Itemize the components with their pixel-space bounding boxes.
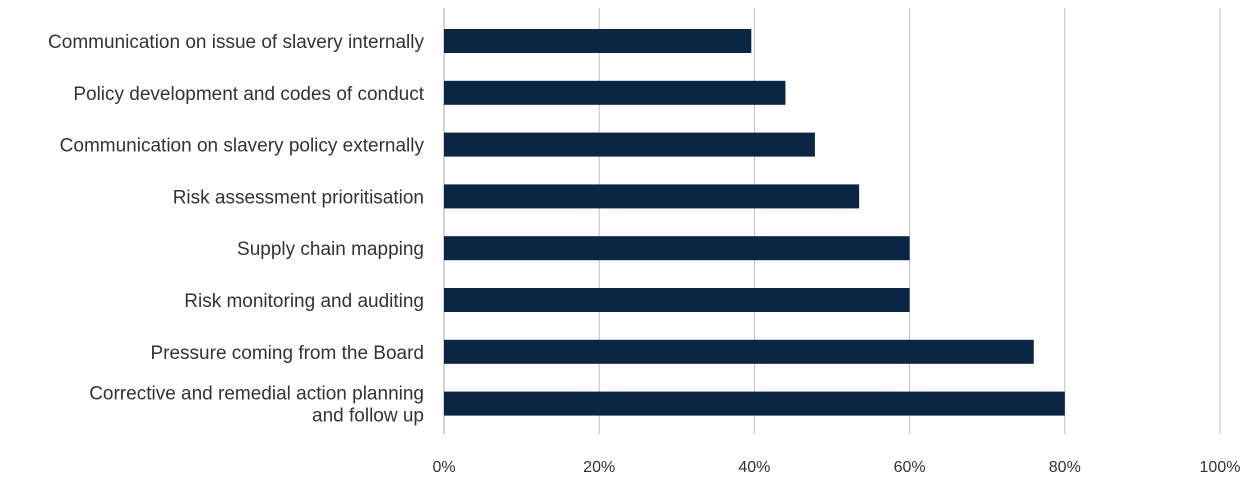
x-tick-label: 40% xyxy=(738,459,770,476)
bars xyxy=(444,29,1065,416)
x-tick-label: 20% xyxy=(583,459,615,476)
gridlines xyxy=(443,8,1221,434)
x-axis-tick-labels: 0% 20% 40% 60% 80% 100% xyxy=(432,459,1240,476)
category-label: Communication on issue of slavery intern… xyxy=(48,32,424,53)
x-tick-label: 60% xyxy=(894,459,926,476)
bar xyxy=(444,236,910,261)
x-tick-label: 80% xyxy=(1049,459,1081,476)
category-labels: Communication on issue of slavery intern… xyxy=(48,32,425,427)
x-tick-label: 100% xyxy=(1200,459,1241,476)
bar xyxy=(444,132,815,157)
category-label: and follow up xyxy=(312,406,424,427)
category-label: Policy development and codes of conduct xyxy=(73,84,424,105)
category-label: Risk assessment prioritisation xyxy=(173,187,424,208)
category-label: Corrective and remedial action planning xyxy=(89,384,424,405)
category-label: Supply chain mapping xyxy=(237,239,424,260)
bar xyxy=(444,29,752,53)
x-tick-label: 0% xyxy=(432,459,455,476)
bar xyxy=(444,184,860,209)
bar xyxy=(444,391,1065,416)
bar xyxy=(444,80,786,105)
category-label: Risk monitoring and auditing xyxy=(184,291,424,312)
category-label: Communication on slavery policy external… xyxy=(60,136,425,157)
bar xyxy=(444,288,910,312)
category-label: Pressure coming from the Board xyxy=(150,343,424,364)
bar xyxy=(444,339,1034,364)
